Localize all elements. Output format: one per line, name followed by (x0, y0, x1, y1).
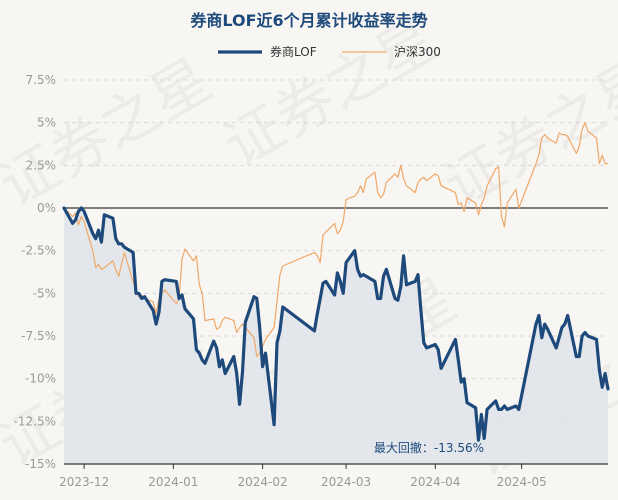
max-drawdown-annotation: 最大回撤：-13.56% (374, 440, 484, 455)
x-tick-label: 2024-02 (238, 475, 288, 489)
chart-text: 7.5%5%2.5%0%-2.5%-5%-7.5%-10%-12.5%-15%2… (14, 11, 547, 489)
watermark-text: 证券之星 (0, 45, 222, 220)
y-tick-label: -2.5% (21, 244, 56, 258)
x-tick-label: 2024-03 (321, 475, 371, 489)
legend-label-fund: 券商LOF (270, 44, 317, 59)
y-tick-label: -12.5% (14, 414, 56, 428)
series-line-hs300 (63, 122, 608, 358)
y-tick-label: -15% (25, 457, 56, 471)
watermark-text: 证券之星 (213, 5, 448, 180)
y-tick-label: 2.5% (26, 158, 57, 172)
y-tick-label: -5% (33, 286, 56, 300)
y-tick-label: -7.5% (21, 329, 56, 343)
fund-area (64, 208, 608, 464)
series-lines (62, 122, 610, 442)
y-tick-label: 5% (37, 116, 56, 130)
x-tick-label: 2023-12 (59, 475, 109, 489)
series-line-fund (62, 206, 610, 442)
x-tick-label: 2024-05 (497, 475, 547, 489)
x-tick-label: 2024-01 (148, 475, 198, 489)
chart-title: 券商LOF近6个月累计收益率走势 (189, 11, 427, 30)
drawdown-area (64, 208, 608, 464)
axes (64, 463, 608, 469)
legend: 券商LOF 沪深300 (218, 44, 441, 59)
y-tick-label: 0% (37, 201, 56, 215)
legend-label-hs300: 沪深300 (394, 45, 441, 59)
x-tick-label: 2024-04 (410, 475, 460, 489)
y-tick-label: -10% (25, 372, 56, 386)
y-tick-label: 7.5% (26, 73, 57, 87)
